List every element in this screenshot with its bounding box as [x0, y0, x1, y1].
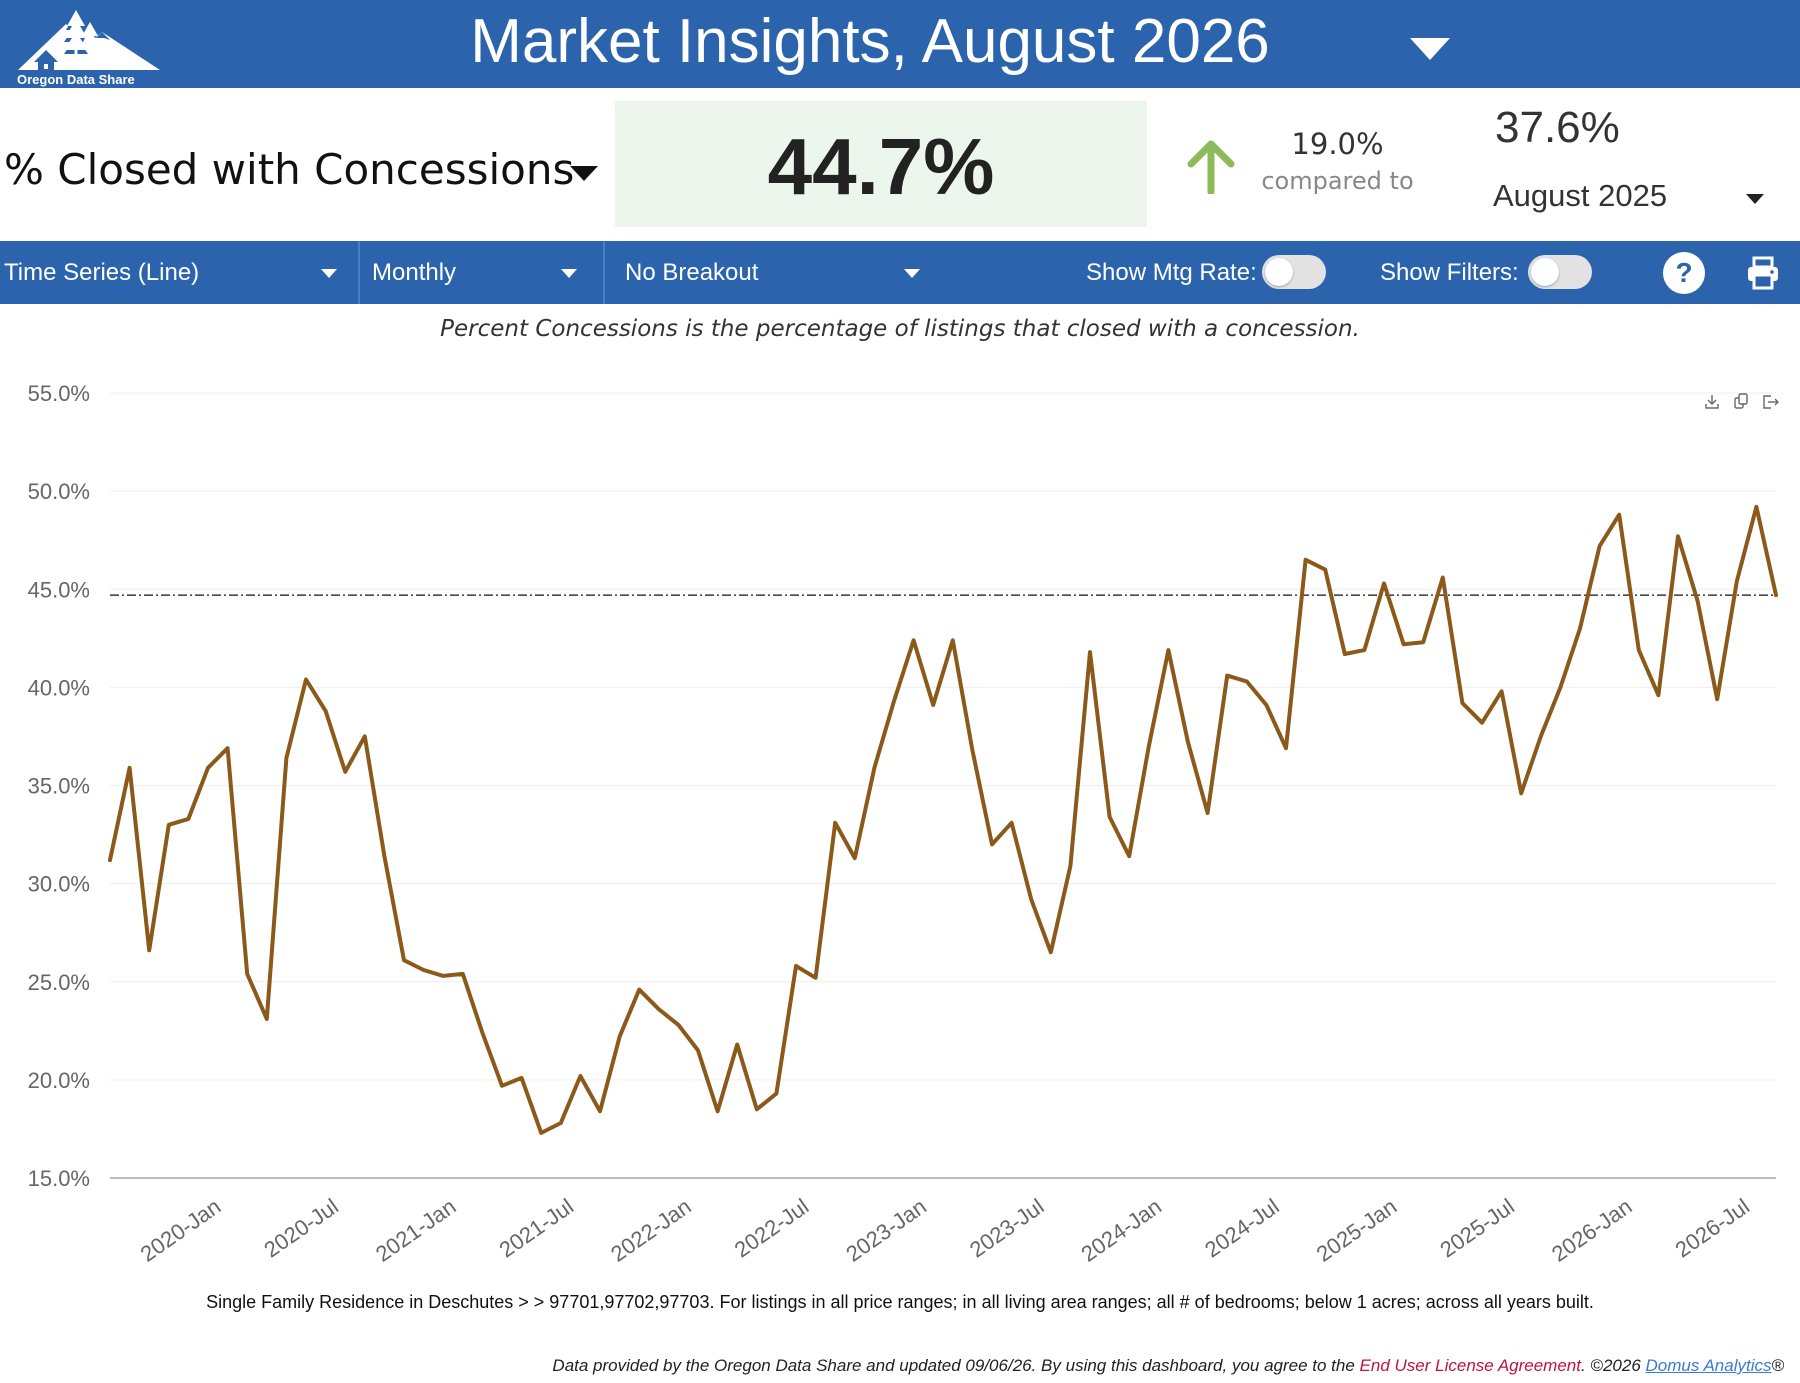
chevron-down-icon: [904, 269, 920, 278]
period-dropdown-caret-icon[interactable]: [1746, 194, 1764, 204]
controls-toolbar: Time Series (Line) Monthly No Breakout S…: [0, 241, 1800, 304]
y-tick-label: 25.0%: [28, 970, 90, 995]
filter-summary: Single Family Residence in Deschutes > >…: [206, 1292, 1594, 1312]
frequency-dropdown[interactable]: Monthly: [368, 241, 586, 304]
current-value: 44.7%: [767, 122, 995, 211]
chevron-down-icon: [561, 269, 577, 278]
y-tick-label: 55.0%: [28, 381, 90, 406]
metric-description: Percent Concessions is the percentage of…: [440, 316, 1360, 342]
breakout-dropdown[interactable]: No Breakout: [621, 241, 921, 304]
page-title: Market Insights, August 2026: [470, 7, 1270, 76]
divider: [603, 241, 605, 304]
y-tick-label: 45.0%: [28, 577, 90, 602]
x-tick-label: 2024-Jul: [1200, 1194, 1283, 1263]
y-tick-label: 50.0%: [28, 479, 90, 504]
axis-layer: 15.0% 20.0% 25.0% 30.0% 35.0% 40.0% 45.0% 50.0%…: [28, 381, 1754, 1267]
x-tick-label: 2022-Jul: [730, 1194, 813, 1263]
series-layer: [108, 504, 1778, 1135]
line-chart: 15.0% 20.0% 25.0% 30.0% 35.0% 40.0% 45.0% 50.0%…: [28, 381, 1778, 1267]
help-button[interactable]: ?: [1663, 252, 1705, 294]
x-tick-label: 2021-Jul: [495, 1194, 578, 1263]
toggle-knob: [1265, 258, 1293, 286]
chart-type-label: Time Series (Line): [4, 259, 200, 286]
eula-link[interactable]: End User License Agreement: [1359, 1356, 1581, 1375]
footer: Data provided by the Oregon Data Share a…: [552, 1356, 1784, 1376]
y-tick-label: 20.0%: [28, 1068, 90, 1093]
x-tick-label: 2024-Jan: [1077, 1194, 1166, 1267]
y-tick-label: 35.0%: [28, 774, 90, 799]
frequency-label: Monthly: [372, 259, 457, 286]
y-tick-label: 30.0%: [28, 872, 90, 897]
title-dropdown-caret-icon[interactable]: [1410, 38, 1450, 60]
x-tick-label: 2021-Jan: [371, 1194, 460, 1267]
x-tick-label: 2026-Jul: [1671, 1194, 1754, 1263]
copy-icon[interactable]: [1734, 393, 1748, 409]
footer-copyright: . ©2026: [1580, 1356, 1646, 1375]
trend-up-arrow-icon: [1187, 140, 1235, 194]
comparison-value: 37.6%: [1495, 103, 1620, 152]
change-percent: 19.0%: [1291, 127, 1384, 161]
domus-analytics-link[interactable]: Domus Analytics: [1645, 1356, 1772, 1375]
y-tick-label: 40.0%: [28, 675, 90, 700]
comparison-period-selector[interactable]: August 2025: [1493, 178, 1668, 213]
show-mtg-rate-toggle[interactable]: [1262, 255, 1326, 289]
x-tick-label: 2020-Jul: [259, 1194, 342, 1263]
x-tick-label: 2026-Jan: [1547, 1194, 1636, 1267]
toggle-knob: [1531, 258, 1559, 286]
show-mtg-rate-label: Show Mtg Rate:: [1086, 259, 1257, 286]
chart-type-dropdown[interactable]: Time Series (Line): [0, 241, 345, 304]
x-tick-label: 2020-Jan: [136, 1194, 225, 1267]
chevron-down-icon: [321, 269, 337, 278]
export-icon[interactable]: [1763, 395, 1779, 409]
y-tick-label: 15.0%: [28, 1166, 90, 1191]
x-tick-label: 2022-Jan: [606, 1194, 695, 1267]
show-filters-label: Show Filters:: [1380, 259, 1519, 286]
divider: [358, 241, 360, 304]
download-icon[interactable]: [1705, 395, 1719, 409]
registered-mark: ®: [1771, 1356, 1784, 1375]
x-tick-label: 2023-Jan: [841, 1194, 930, 1267]
show-filters-toggle[interactable]: [1528, 255, 1592, 289]
top-banner: Oregon Data Share Market Insights, Augus…: [0, 0, 1800, 88]
metric-selector-label[interactable]: % Closed with Concessions: [4, 145, 575, 194]
footer-text: Data provided by the Oregon Data Share a…: [552, 1356, 1360, 1375]
x-tick-label: 2023-Jul: [965, 1194, 1048, 1263]
current-value-box: 44.7%: [615, 101, 1147, 227]
compared-to-label: compared to: [1261, 167, 1414, 195]
series-line: [108, 504, 1778, 1135]
breakout-label: No Breakout: [625, 259, 759, 286]
logo-text: Oregon Data Share: [17, 72, 135, 87]
chart-toolbox: [1705, 393, 1779, 409]
metric-dropdown-caret-icon[interactable]: [570, 166, 598, 181]
grid-layer: [110, 392, 1776, 1179]
logo-icon: [18, 10, 160, 72]
x-tick-label: 2025-Jul: [1435, 1194, 1518, 1263]
x-tick-label: 2025-Jan: [1312, 1194, 1401, 1267]
print-icon[interactable]: [1745, 255, 1781, 291]
